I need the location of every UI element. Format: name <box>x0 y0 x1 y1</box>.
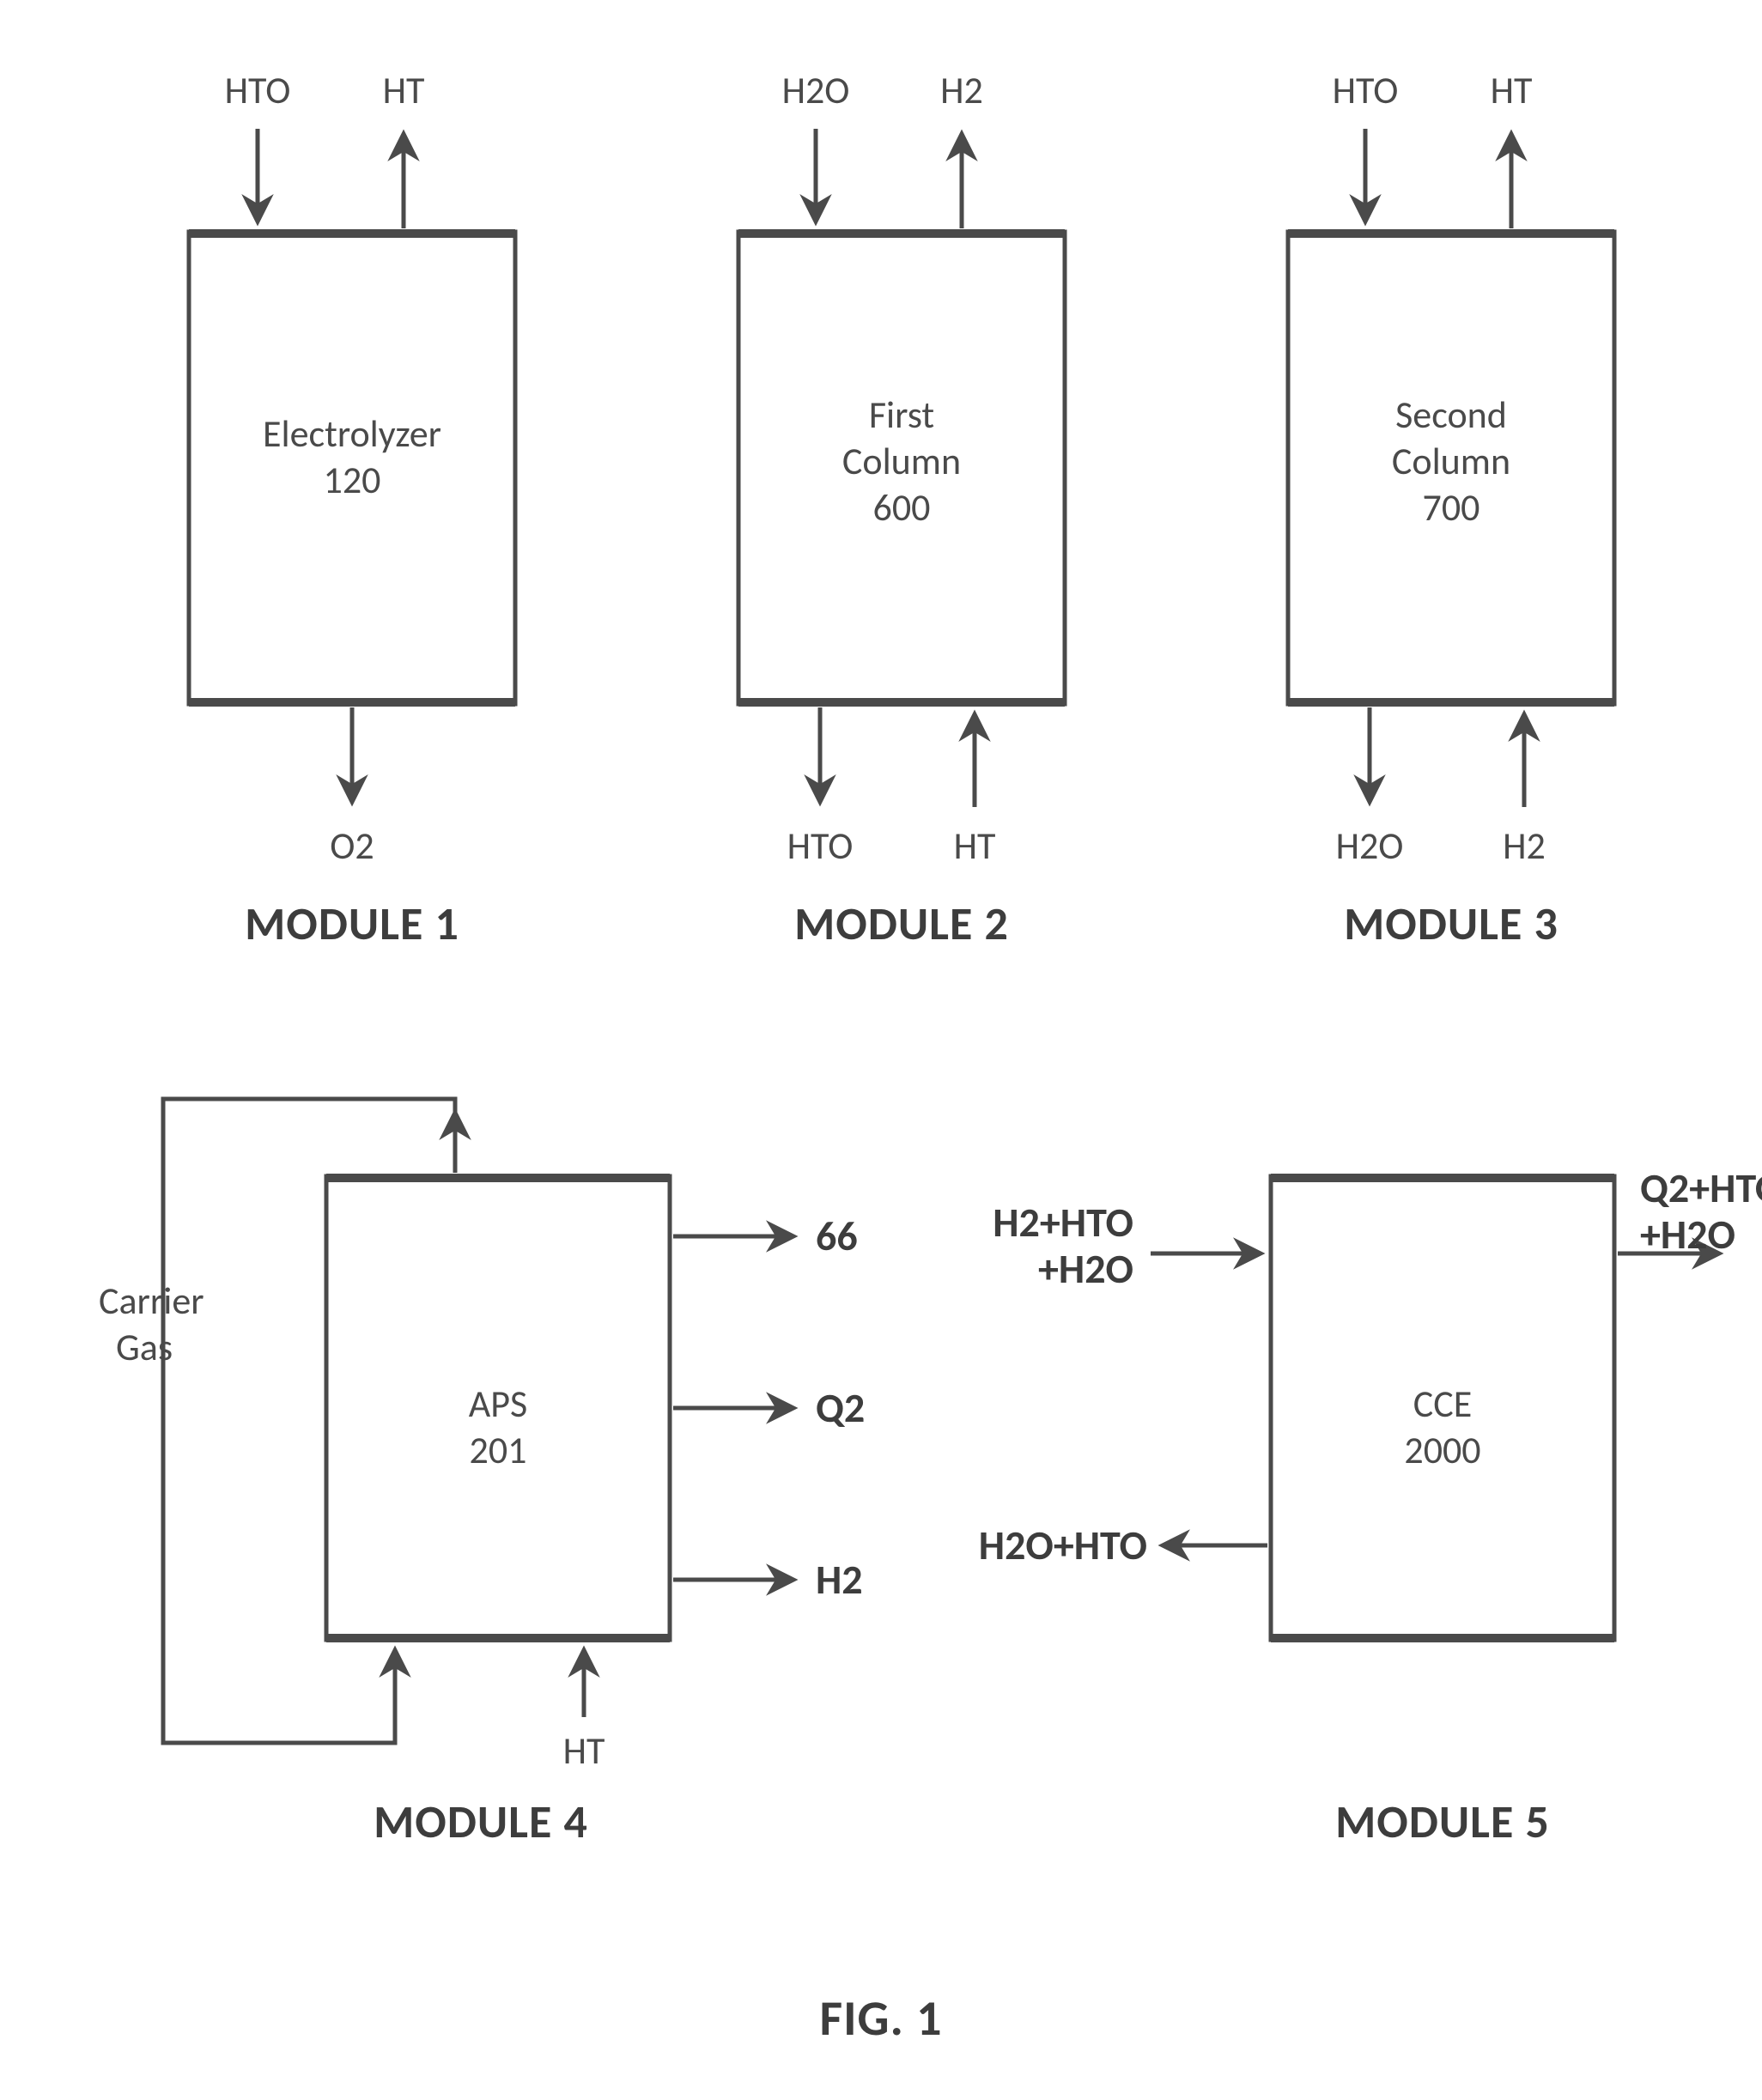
module2-box-line3: 600 <box>873 484 931 531</box>
module1-out-o2-label: O2 <box>330 822 374 869</box>
figure-svg: Electrolyzer 120 HTO HT O2 MODULE 1 Firs… <box>0 0 1762 2100</box>
module2-out-h2-label: H2 <box>940 67 983 113</box>
module4-out-h2-label: H2 <box>816 1554 863 1605</box>
module5-out-left-label: H2O+HTO <box>979 1520 1147 1570</box>
module5-label: MODULE 5 <box>1335 1793 1550 1850</box>
module1-in-label: HTO <box>225 67 291 113</box>
module3-out-ht-label: HT <box>1491 67 1533 113</box>
module5-box-line2: 2000 <box>1404 1427 1480 1473</box>
module1-box-line1: Electrolyzer <box>263 410 441 457</box>
module3-label: MODULE 3 <box>1344 895 1558 952</box>
module4-out-q2-label: Q2 <box>816 1382 865 1433</box>
module-1: Electrolyzer 120 HTO HT O2 MODULE 1 <box>189 67 515 952</box>
module4-box-line2: 201 <box>470 1427 527 1473</box>
module5-out-right-label-2: +H2O <box>1640 1209 1735 1259</box>
module4-out-66-label: 66 <box>816 1211 858 1261</box>
module2-box-line2: Column <box>842 438 961 484</box>
module3-box-line1: Second <box>1395 391 1507 438</box>
module5-in-label-2: +H2O <box>1038 1243 1133 1294</box>
carrier-gas-label-2: Gas <box>116 1324 173 1370</box>
module-3: Second Column 700 HTO HT H2O H2 MODULE 3 <box>1288 67 1614 952</box>
module-2: First Column 600 H2O H2 HTO HT MODULE 2 <box>738 67 1065 952</box>
carrier-gas-label-1: Carrier <box>99 1278 204 1324</box>
module5-out-right-label-1: Q2+HTO <box>1640 1162 1762 1213</box>
figure-label: FIG. 1 <box>819 1988 942 2048</box>
module5-in-label-1: H2+HTO <box>993 1197 1133 1247</box>
module2-in-ht-label: HT <box>954 822 996 869</box>
module4-in-ht-label: HT <box>563 1727 605 1774</box>
module4-label: MODULE 4 <box>374 1793 588 1850</box>
module3-out-h2o-label: H2O <box>1336 822 1404 869</box>
module-4: APS 201 66 Q2 H2 HT Carrier Gas MODULE 4 <box>99 1099 865 1850</box>
module-5: CCE 2000 H2+HTO +H2O Q2+HTO +H2O H2O+HTO… <box>979 1162 1762 1850</box>
module5-box-line1: CCE <box>1413 1381 1472 1427</box>
module3-in-h2-label: H2 <box>1503 822 1546 869</box>
module4-box-line1: APS <box>469 1381 527 1427</box>
module1-label: MODULE 1 <box>245 895 459 952</box>
module3-box-line3: 700 <box>1423 484 1480 531</box>
module2-box-line1: First <box>869 391 934 438</box>
module3-in-hto-label: HTO <box>1333 67 1399 113</box>
module1-out-ht-label: HT <box>383 67 425 113</box>
module3-box-line2: Column <box>1392 438 1510 484</box>
module2-out-hto-label: HTO <box>787 822 854 869</box>
module1-box-line2: 120 <box>324 457 381 503</box>
module2-label: MODULE 2 <box>794 895 1009 952</box>
module2-in-h2o-label: H2O <box>782 67 850 113</box>
